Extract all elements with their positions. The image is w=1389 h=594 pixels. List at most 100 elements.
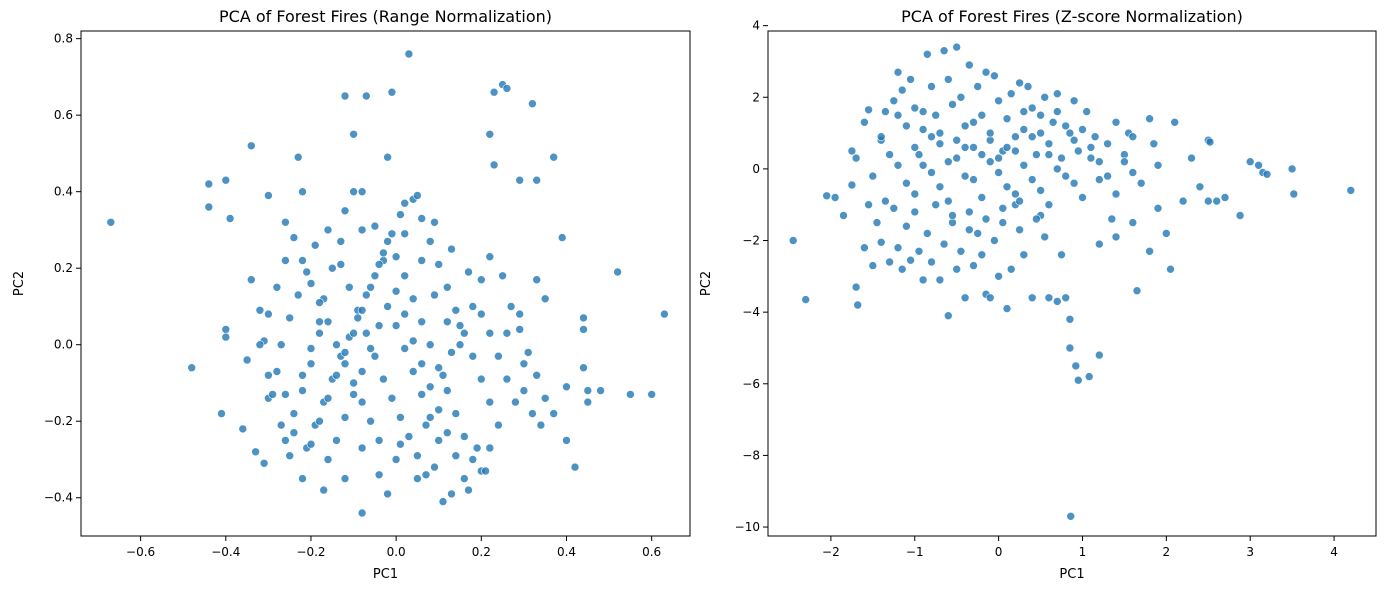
data-point — [1015, 78, 1024, 88]
data-point — [1011, 189, 1020, 199]
data-point — [851, 282, 861, 292]
x-tick-label: 3 — [1246, 545, 1254, 559]
data-point — [960, 171, 970, 181]
data-point — [969, 143, 978, 152]
data-point — [459, 474, 469, 483]
data-point — [943, 311, 953, 321]
data-point — [408, 336, 418, 346]
data-point — [298, 256, 307, 265]
data-point — [1095, 175, 1104, 184]
data-point — [370, 351, 380, 361]
data-point — [379, 248, 388, 258]
data-point — [893, 110, 903, 120]
data-point — [1204, 196, 1213, 206]
data-point — [583, 397, 593, 407]
data-point — [489, 87, 499, 97]
data-point — [876, 132, 886, 141]
data-point — [1053, 89, 1062, 98]
data-point — [943, 196, 953, 206]
data-point — [1019, 250, 1029, 260]
data-point — [1111, 189, 1121, 199]
data-point — [298, 386, 307, 395]
data-point — [272, 367, 282, 376]
data-point — [876, 238, 886, 247]
data-point — [1178, 196, 1188, 206]
data-point — [952, 264, 962, 274]
data-point — [1065, 128, 1075, 138]
data-point — [977, 150, 987, 159]
data-point — [451, 305, 461, 315]
data-point — [1149, 139, 1159, 149]
data-point — [357, 225, 367, 235]
y-tick-label: −8 — [742, 448, 760, 462]
data-point — [281, 256, 290, 265]
data-point — [281, 218, 290, 227]
data-point — [361, 328, 371, 338]
data-point — [885, 257, 894, 267]
data-point — [1061, 293, 1070, 303]
data-point — [340, 474, 350, 483]
data-point — [1170, 118, 1179, 127]
data-point — [387, 229, 397, 239]
data-point — [889, 204, 899, 213]
data-point — [204, 202, 214, 212]
data-point — [1145, 114, 1154, 123]
data-point — [298, 370, 307, 380]
data-point — [340, 91, 350, 101]
data-point — [485, 130, 495, 139]
data-point — [1065, 314, 1075, 324]
data-point — [357, 187, 367, 196]
data-point — [349, 378, 358, 388]
data-point — [451, 409, 461, 418]
data-point — [1006, 264, 1016, 274]
data-point — [981, 214, 991, 224]
data-point — [485, 397, 495, 407]
data-point — [1027, 293, 1037, 303]
data-point — [468, 302, 478, 311]
panel-range-normalization: −0.6 −0.4 −0.2 0.0 0.2 0.4 0.6 −0.4 −0.2 0.0 0.2 0.… — [12, 7, 691, 582]
data-point — [468, 351, 478, 361]
data-point — [353, 313, 363, 323]
data-point — [400, 309, 410, 319]
data-point — [626, 390, 635, 399]
data-point — [502, 374, 512, 384]
data-point — [417, 214, 427, 223]
data-point — [374, 321, 384, 330]
data-point — [370, 221, 380, 231]
data-point — [948, 211, 957, 220]
data-point — [242, 355, 252, 365]
data-point — [1090, 132, 1100, 141]
data-point — [476, 309, 486, 319]
data-point — [323, 455, 333, 464]
data-point — [349, 328, 358, 338]
data-point — [897, 85, 907, 95]
data-point — [306, 344, 316, 353]
data-point — [893, 161, 903, 170]
data-point — [822, 191, 832, 201]
y-tick-label: −6 — [742, 377, 760, 391]
data-point — [323, 317, 333, 327]
data-point — [476, 374, 486, 384]
data-point — [540, 393, 550, 403]
data-point — [268, 390, 277, 399]
data-point — [1044, 150, 1054, 159]
data-point — [528, 99, 537, 108]
data-point — [1027, 132, 1037, 141]
data-point — [361, 91, 371, 101]
data-point — [1128, 132, 1138, 141]
data-point — [425, 340, 435, 350]
data-point — [400, 229, 410, 239]
data-point — [366, 282, 375, 292]
data-point — [918, 107, 928, 116]
data-point — [442, 317, 452, 327]
data-point — [1111, 232, 1121, 242]
data-point — [455, 321, 465, 330]
chart-title: PCA of Forest Fires (Z-score Normalizati… — [901, 7, 1243, 26]
data-point — [425, 382, 435, 392]
data-point — [1023, 82, 1033, 91]
x-tick-label: 0.6 — [642, 545, 661, 559]
data-point — [532, 175, 542, 185]
data-point — [994, 168, 1003, 177]
data-point — [272, 282, 282, 292]
data-point — [306, 439, 316, 449]
